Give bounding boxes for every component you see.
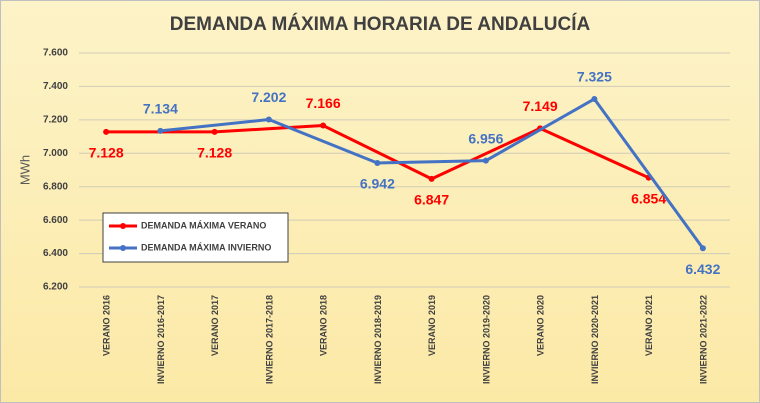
y-tick-label: 7.200 — [43, 114, 68, 125]
data-label: 6.942 — [360, 176, 395, 192]
data-label: 7.202 — [251, 89, 286, 105]
y-tick-label: 7.400 — [43, 81, 68, 92]
line-segment — [321, 124, 434, 181]
line-segment — [592, 97, 705, 250]
marker — [374, 159, 381, 166]
x-tick-label: VERANO 2016 — [102, 295, 112, 356]
data-label: 7.325 — [577, 69, 612, 85]
legend-label: DEMANDA MÁXIMA VERANO — [141, 220, 266, 230]
data-label: 6.854 — [631, 190, 666, 206]
y-tick-label: 6.600 — [43, 215, 68, 226]
y-axis-label: MWh — [17, 155, 32, 185]
data-label: 7.166 — [306, 95, 341, 111]
line-segment — [430, 126, 542, 181]
marker — [103, 128, 110, 135]
x-tick-label: VERANO 2018 — [319, 295, 329, 356]
y-tick-label: 6.400 — [43, 248, 68, 259]
marker — [591, 95, 598, 102]
data-label: 7.128 — [89, 145, 124, 161]
line-segment — [158, 118, 271, 133]
x-tick-label: VERANO 2017 — [210, 295, 220, 356]
x-tick-label: INVIERNO 2018-2019 — [373, 295, 383, 384]
y-tick-label: 7.600 — [43, 48, 68, 59]
legend-label: DEMANDA MÁXIMA INVIERNO — [141, 242, 271, 252]
data-label: 7.149 — [523, 98, 558, 114]
x-tick-label: INVIERNO 2021-2022 — [698, 295, 708, 384]
legend-marker — [120, 223, 126, 229]
data-label: 7.128 — [197, 145, 232, 161]
x-tick-label: INVIERNO 2020-2021 — [590, 295, 600, 384]
x-tick-label: INVIERNO 2016-2017 — [156, 295, 166, 384]
line-segment — [375, 159, 488, 165]
chart-title: DEMANDA MÁXIMA HORARIA DE ANDALUCÍA — [170, 13, 591, 35]
line-segment — [538, 126, 651, 180]
marker — [265, 116, 272, 123]
marker — [428, 175, 435, 182]
data-label: 6.847 — [414, 192, 449, 208]
x-tick-label: VERANO 2021 — [644, 295, 654, 356]
data-label: 6.956 — [468, 130, 503, 146]
marker — [482, 157, 489, 164]
data-label: 6.432 — [685, 261, 720, 277]
x-tick-label: INVIERNO 2019-2020 — [481, 295, 491, 384]
legend-box — [102, 212, 289, 263]
line-segment — [213, 124, 325, 134]
legend-marker — [120, 245, 126, 251]
line-segment — [484, 97, 596, 163]
y-tick-label: 7.000 — [43, 148, 68, 159]
y-tick-label: 6.800 — [43, 181, 68, 192]
y-tick-label: 6.200 — [43, 282, 68, 293]
x-tick-label: INVIERNO 2017-2018 — [264, 295, 274, 384]
data-label: 7.134 — [143, 101, 178, 117]
line-segment — [267, 118, 379, 165]
marker — [320, 122, 327, 129]
marker — [211, 128, 218, 135]
x-tick-label: VERANO 2019 — [427, 295, 437, 356]
marker — [157, 127, 164, 134]
x-tick-label: VERANO 2020 — [536, 295, 546, 356]
marker — [699, 245, 706, 252]
